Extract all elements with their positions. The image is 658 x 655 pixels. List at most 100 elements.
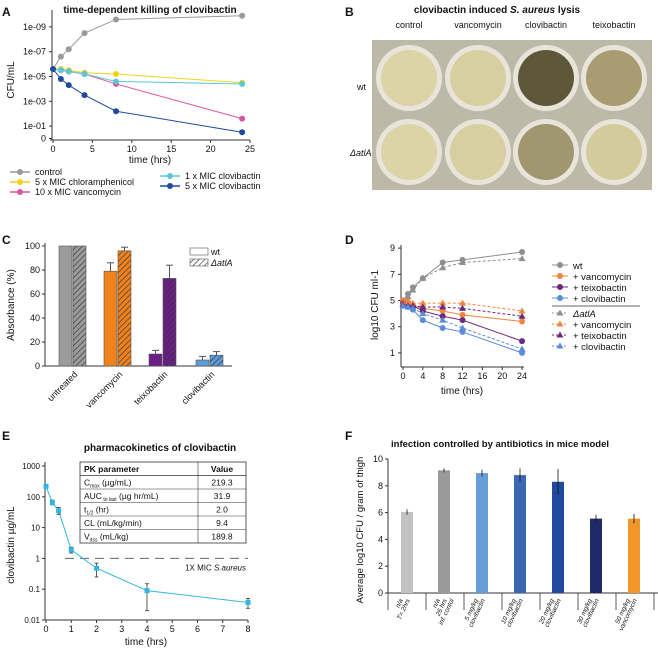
- legend-marker: [556, 342, 564, 349]
- x-tick-label: 2: [94, 624, 99, 634]
- table-value: 189.8: [211, 532, 233, 542]
- data-point: [409, 286, 417, 293]
- y-axis-label: clovibactin µg/mL: [6, 506, 17, 584]
- legend-label: control: [35, 167, 62, 177]
- x-axis-label: time (hrs): [129, 155, 171, 166]
- y-tick-label: 5: [390, 296, 395, 306]
- bar: [590, 518, 602, 593]
- data-point: [439, 264, 447, 271]
- data-point: [404, 293, 412, 300]
- param-name: V: [84, 532, 90, 542]
- row-label: wt: [356, 82, 366, 92]
- bar: [552, 481, 564, 593]
- x-tick-label: 0: [50, 144, 55, 154]
- legend-marker: [167, 173, 173, 179]
- y-tick-label: 8: [378, 481, 383, 491]
- data-point: [81, 30, 88, 37]
- x-tick-label: 6: [195, 624, 200, 634]
- legend-label: 10 x MIC vancomycin: [35, 187, 121, 197]
- data-point: [439, 259, 446, 266]
- y-tick-label: 1: [390, 348, 395, 358]
- data-point: [113, 71, 120, 78]
- table-value: 219.3: [211, 478, 233, 488]
- y-tick-label: 1e-09: [23, 22, 46, 32]
- data-point: [65, 68, 72, 75]
- data-point: [239, 12, 246, 19]
- mic-organism: S.aureus: [214, 563, 246, 572]
- legend-marker: [557, 273, 563, 279]
- data-point: [65, 46, 72, 53]
- data-point: [459, 324, 467, 331]
- well: [518, 124, 574, 180]
- data-point: [43, 483, 49, 489]
- param-unit: (mL/kg): [97, 532, 128, 542]
- panel-b-title: clovibactin induced S. aureus lysis: [414, 5, 581, 16]
- x-tick-label: untreated: [45, 369, 79, 403]
- data-point: [419, 310, 427, 317]
- x-axis-label: time (hrs): [441, 386, 483, 397]
- x-tick-label: 5: [170, 624, 175, 634]
- x-tick-label: 1: [69, 624, 74, 634]
- x-tick-label: n/a: [432, 598, 442, 609]
- legend-label: + teixobactin: [573, 331, 627, 342]
- data-point: [419, 317, 426, 324]
- y-tick-label: 40: [30, 313, 40, 323]
- well: [586, 50, 642, 106]
- well: [450, 124, 506, 180]
- y-tick-label: 4: [378, 534, 383, 544]
- data-point: [519, 249, 526, 256]
- mic-reference-label: 1X MIC S.aureus: [185, 563, 246, 572]
- panel-label: E: [2, 429, 10, 443]
- column-label: clovibactin: [525, 20, 567, 30]
- y-tick-label: 3: [390, 322, 395, 332]
- x-tick-label: 16: [477, 371, 487, 381]
- panel-a-title: time-dependent killing of clovibactin: [63, 5, 236, 16]
- legend-label: + vancomycin: [573, 272, 631, 283]
- y-tick-label: 1e-07: [23, 47, 46, 57]
- y-axis-label: log10 CFU ml-1: [370, 270, 381, 340]
- y-axis-label: Average log10 CFU / gram of thigh: [355, 457, 366, 604]
- table-param: Cmax (µg/mL): [84, 478, 132, 490]
- bar: [628, 518, 640, 593]
- x-tick-label: 8: [440, 371, 445, 381]
- data-point: [56, 508, 62, 514]
- column-label: control: [395, 20, 422, 30]
- legend-marker: [557, 262, 563, 268]
- param-name: t: [84, 505, 87, 515]
- title-part: S. aureus: [507, 5, 555, 16]
- series-line-4: [52, 68, 243, 133]
- data-point: [81, 92, 88, 99]
- column-label: vancomycin: [454, 20, 502, 30]
- data-point: [459, 259, 467, 266]
- legend-label: + clovibactin: [573, 342, 626, 353]
- y-tick-label: 0: [35, 361, 40, 371]
- data-point: [404, 303, 412, 310]
- data-point: [49, 500, 55, 506]
- data-point: [518, 312, 526, 319]
- y-tick-label: 1: [36, 554, 41, 563]
- well: [586, 124, 642, 180]
- y-tick-label: 100: [27, 493, 41, 502]
- title-part: clovibactin induced: [414, 5, 507, 16]
- data-point: [239, 129, 246, 136]
- data-point: [399, 302, 407, 309]
- panel-label: B: [345, 5, 354, 19]
- param-subscript: dss: [90, 538, 98, 544]
- legend-marker: [167, 183, 173, 189]
- x-tick-label: 25: [245, 144, 255, 154]
- data-point: [439, 313, 446, 320]
- data-point: [404, 298, 412, 305]
- data-point: [113, 78, 120, 85]
- table-value: 2.0: [216, 505, 228, 515]
- panel-e-title: pharmacokinetics of clovibactin: [84, 443, 236, 454]
- row-label: ΔatlA: [349, 148, 372, 158]
- well: [450, 50, 506, 106]
- x-tick-label: 3: [119, 624, 124, 634]
- table-param: Vdss (mL/kg): [84, 532, 129, 544]
- data-point: [439, 316, 447, 323]
- legend-label: + vancomycin: [573, 320, 631, 331]
- param-unit: (hr): [93, 505, 109, 515]
- x-tick-label: 12: [458, 371, 468, 381]
- table-header: PK parameter: [84, 464, 140, 474]
